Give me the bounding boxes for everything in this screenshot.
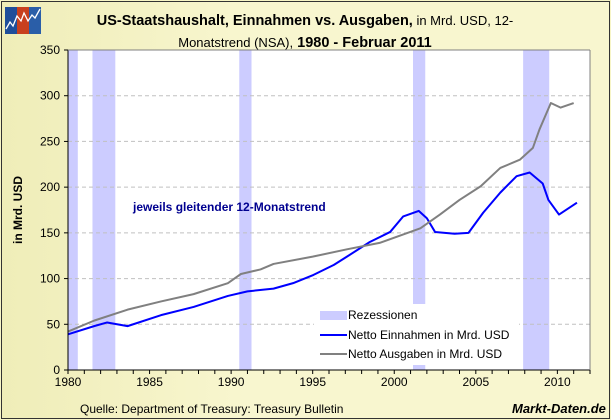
legend-swatch: [320, 310, 347, 320]
x-tick-label: 2005: [462, 375, 489, 389]
y-tick-label: 300: [40, 89, 60, 103]
recession-band: [239, 50, 252, 370]
chart-logo-icon: [5, 7, 41, 34]
legend-swatch: [320, 353, 347, 355]
x-tick-label: 1980: [55, 375, 82, 389]
recession-band: [68, 50, 78, 370]
annotation: jeweils gleitender 12-Monatstrend: [133, 200, 326, 214]
y-tick-label: 50: [47, 317, 61, 331]
y-tick-label: 150: [40, 226, 60, 240]
y-tick-label: 100: [40, 272, 60, 286]
x-tick-label: 1995: [299, 375, 326, 389]
title-units: in Mrd. USD, 12-Monatstrend (NSA),: [178, 13, 514, 50]
outlays-line: [67, 102, 575, 333]
x-tick-label: 2010: [544, 375, 571, 389]
legend-item-recessions: Rezessionen: [320, 306, 417, 324]
legend-item-receipts: Netto Einnahmen in Mrd. USD: [320, 326, 509, 344]
legend-label: Netto Einnahmen in Mrd. USD: [348, 328, 510, 342]
title-main: US-Staatshaushalt, Einnahmen vs. Ausgabe…: [96, 13, 413, 29]
x-tick-label: 1990: [218, 375, 245, 389]
brand-label: Markt-Daten.de: [512, 401, 606, 416]
chart-title: US-Staatshaushalt, Einnahmen vs. Ausgabe…: [70, 10, 540, 54]
recession-band: [92, 50, 116, 370]
y-tick-label: 350: [40, 43, 60, 57]
x-tick-label: 2000: [381, 375, 408, 389]
title-period: 1980 - Februar 2011: [293, 35, 432, 51]
legend-swatch: [320, 334, 347, 336]
y-tick-label: 250: [40, 134, 60, 148]
y-tick-label: 0: [53, 363, 60, 377]
recession-band: [413, 50, 426, 370]
receipts-line: [67, 171, 578, 336]
legend-label: Netto Ausgaben in Mrd. USD: [348, 347, 503, 361]
source-note: Quelle: Department of Treasury: Treasury…: [80, 402, 344, 416]
x-tick-label: 1985: [136, 375, 163, 389]
y-tick-label: 200: [40, 180, 60, 194]
legend-item-outlays: Netto Ausgaben in Mrd. USD: [320, 345, 502, 363]
recession-band: [523, 50, 550, 370]
legend-label: Rezessionen: [348, 308, 418, 322]
legend: Rezessionen Netto Einnahmen in Mrd. USD …: [314, 304, 519, 365]
